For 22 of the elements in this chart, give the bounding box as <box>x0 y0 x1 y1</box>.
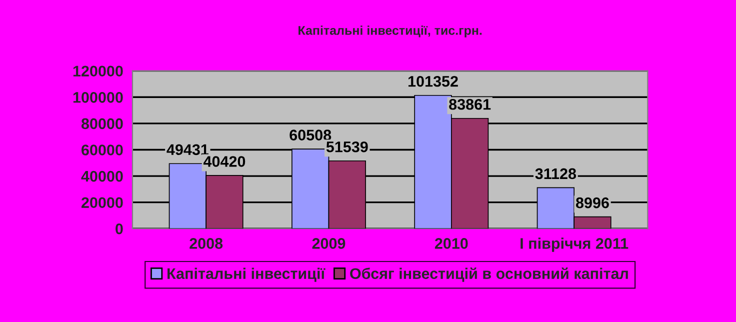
data-label: 60508 <box>290 130 332 140</box>
data-label: 101352 <box>408 76 458 87</box>
y-tick-label: 60000 <box>82 144 123 156</box>
x-tick-label: 2010 <box>434 238 468 249</box>
data-label: 83861 <box>449 98 491 110</box>
x-tick-label: І півріччя 2011 <box>520 238 628 252</box>
y-tick-label: 120000 <box>73 66 123 77</box>
x-tick-label: 2008 <box>190 238 223 249</box>
legend-label: Обсяг інвестицій в основний капітал <box>350 267 628 282</box>
data-label: 40420 <box>203 156 246 167</box>
data-label: 51539 <box>326 141 368 152</box>
y-tick-label: 20000 <box>82 197 123 208</box>
data-label: 49431 <box>166 144 208 156</box>
y-tick-label: 40000 <box>81 170 123 182</box>
x-tick-label: 2009 <box>312 238 346 249</box>
y-tick-label: 100000 <box>73 92 123 103</box>
legend-label: Капітальні інвестиції <box>168 268 326 282</box>
y-tick-label: 80000 <box>81 118 123 130</box>
chart-title: Капітальні інвестиції, тис.грн. <box>298 26 482 38</box>
data-label: 8996 <box>576 197 609 208</box>
data-label: 31128 <box>535 168 576 180</box>
y-tick-label: 0 <box>116 223 123 234</box>
